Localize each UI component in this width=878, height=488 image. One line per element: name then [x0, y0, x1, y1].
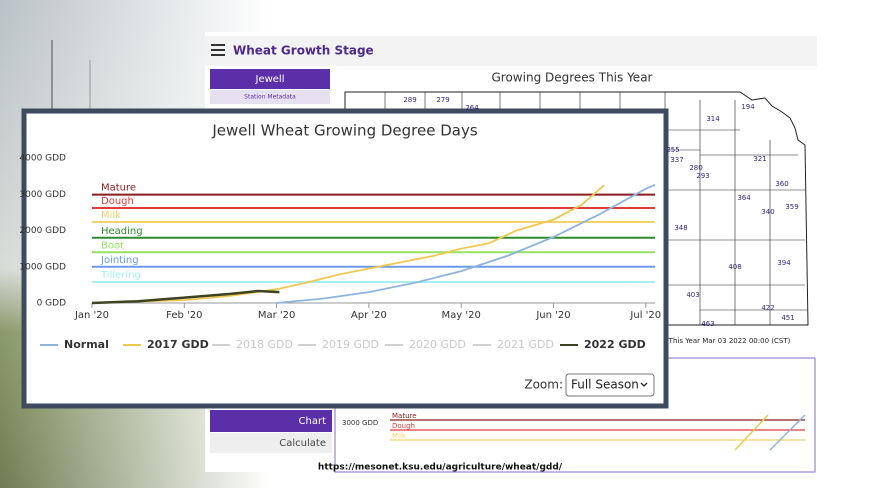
station-button[interactable] — [210, 69, 330, 89]
chart-panel — [21, 108, 669, 409]
map-label: 451 — [781, 314, 794, 322]
stage-label: Boot — [101, 240, 124, 251]
series-line — [91, 289, 280, 305]
y-tick-label: 1000 GDD — [19, 262, 66, 272]
zoom-label: Zoom: — [524, 378, 563, 392]
map-label: 293 — [696, 172, 709, 180]
series-line — [91, 184, 605, 304]
mini-stage-label: Milk — [392, 432, 407, 440]
metadata-label: Station Metadata — [244, 94, 296, 101]
stage-label: Jointing — [100, 255, 139, 266]
legend-label: 2017 GDD — [147, 338, 209, 351]
stage-label: Mature — [101, 183, 136, 194]
map-label: 340 — [761, 208, 774, 216]
map-label: 314 — [706, 115, 720, 123]
calculate-button-label: Calculate — [279, 438, 326, 449]
mini-stage-label: Mature — [392, 412, 417, 420]
legend-label: 2019 GDD — [322, 338, 379, 351]
chart-button[interactable] — [210, 410, 332, 432]
page-header — [205, 36, 817, 66]
map-label: 289 — [403, 96, 416, 104]
x-tick-label: May '20 — [442, 310, 481, 321]
plot: 0 GDD 1000 GDD 2000 GDD 3000 GDD 4000 GDD Jan… — [19, 154, 661, 352]
metadata-link[interactable] — [210, 90, 330, 104]
map-label: 408 — [728, 263, 741, 271]
series-line — [276, 183, 656, 304]
x-tick-label: Jul '20 — [629, 310, 661, 321]
map-title: Growing Degrees This Year — [492, 71, 653, 85]
map-label: 194 — [741, 103, 755, 111]
stage-label: Heading — [101, 226, 143, 237]
map-label: 403 — [686, 291, 699, 299]
y-tick-label: 0 GDD — [37, 299, 66, 309]
x-tick-label: Jun '20 — [535, 310, 570, 321]
stage-label: Tillering — [100, 270, 141, 281]
x-tick-label: Apr '20 — [351, 310, 387, 321]
map-label: 264 — [465, 104, 479, 112]
legend-label: 2022 GDD — [584, 338, 646, 351]
x-tick-label: Feb '20 — [166, 310, 202, 321]
url-caption: https://mesonet.ksu.edu/agriculture/whea… — [318, 463, 563, 473]
zoom-select[interactable] — [565, 373, 655, 397]
map-label: 348 — [674, 224, 687, 232]
mini-line — [769, 414, 806, 451]
chart-title: Jewell Wheat Growing Degree Days — [211, 122, 478, 140]
map-label: 364 — [737, 194, 751, 202]
map-label: 360 — [775, 180, 788, 188]
map-label: 321 — [753, 155, 766, 163]
legend-label: 2020 GDD — [409, 338, 466, 351]
y-tick-label: 3000 GDD — [19, 190, 66, 200]
page-title: Wheat Growth Stage — [233, 44, 374, 58]
station-button-label: Jewell — [255, 74, 285, 85]
stage-label: Dough — [101, 196, 134, 207]
mini-stage-label: Dough — [392, 422, 415, 430]
y-tick-label: 2000 GDD — [19, 226, 66, 236]
zoom-value: Full Season — [571, 378, 639, 392]
x-tick-label: Mar '20 — [258, 310, 296, 321]
legend-label: 2018 GDD — [236, 338, 293, 351]
zoom-caret — [640, 382, 648, 387]
y-tick-label: 4000 GDD — [19, 154, 66, 164]
calculate-button[interactable] — [210, 433, 332, 453]
map-footer: 0 This Year Mar 03 2022 00:00 (CST) — [662, 337, 791, 345]
mini-y-tick: 3000 GDD — [342, 419, 378, 427]
map-label: 359 — [785, 203, 798, 211]
stage-label: Milk — [101, 210, 121, 221]
map-label: 280 — [689, 164, 702, 172]
legend-label: Normal — [64, 338, 109, 351]
mini-line — [734, 414, 769, 451]
chart-button-label: Chart — [299, 416, 327, 427]
menu-icon[interactable] — [211, 44, 225, 56]
map-label: 255 — [666, 146, 679, 154]
legend-label: 2021 GDD — [497, 338, 554, 351]
x-tick-label: Jan '20 — [74, 310, 109, 321]
map-label: 394 — [777, 259, 791, 267]
map-label: 337 — [670, 156, 683, 164]
map-label: 463 — [701, 320, 714, 328]
mini-chart: Mature Dough Milk — [390, 412, 805, 441]
map-label: 279 — [436, 96, 449, 104]
map-label: 422 — [761, 304, 774, 312]
